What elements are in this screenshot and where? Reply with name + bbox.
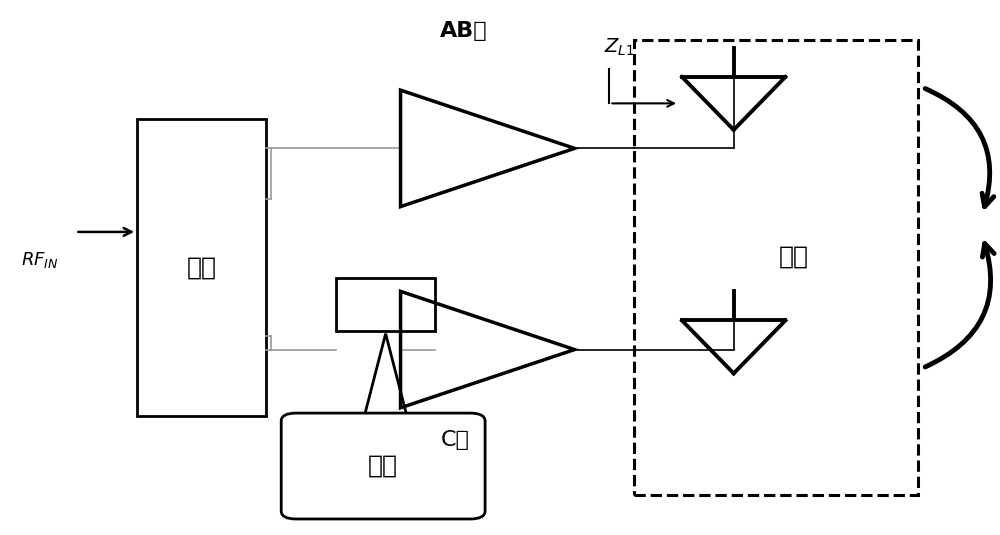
Bar [137,119,266,416]
Bar [634,40,918,495]
FancyBboxPatch shape [281,413,485,519]
Text: $RF_{IN}$: $RF_{IN}$ [21,249,58,270]
Text: $Z_{L1}$: $Z_{L1}$ [604,37,635,58]
Bar [336,278,435,331]
Text: 相移: 相移 [368,454,398,478]
Text: AB类: AB类 [440,21,488,41]
FancyArrowPatch shape [925,89,994,207]
FancyArrowPatch shape [925,243,994,367]
Text: C类: C类 [440,430,469,450]
Polygon shape [364,334,408,418]
Text: 功分: 功分 [187,256,217,279]
Text: 耦合: 耦合 [778,245,808,269]
